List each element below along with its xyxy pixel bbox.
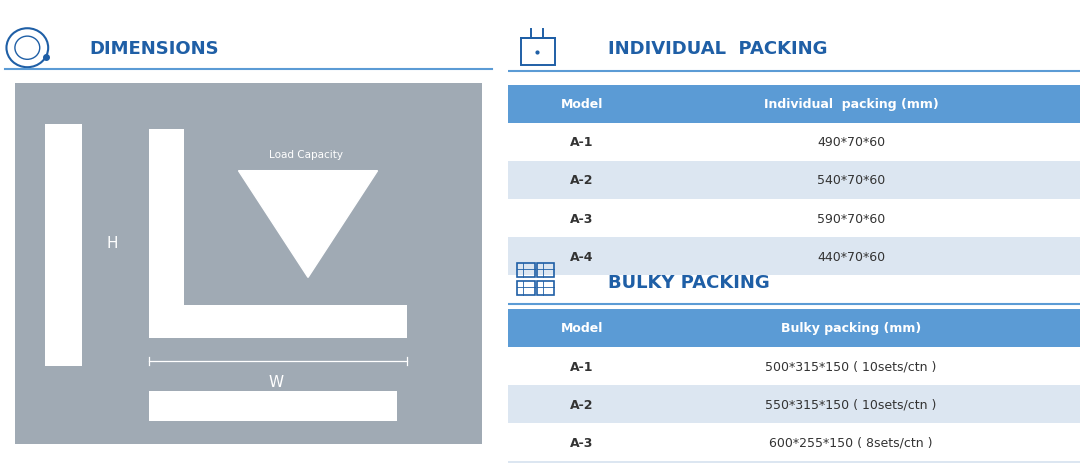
Text: A-2: A-2 <box>570 398 594 411</box>
Text: 540*70*60: 540*70*60 <box>816 174 886 187</box>
Text: Load Capacity: Load Capacity <box>269 150 342 160</box>
Text: Individual  packing (mm): Individual packing (mm) <box>764 98 939 111</box>
Text: Bulky packing (mm): Bulky packing (mm) <box>781 322 921 335</box>
FancyBboxPatch shape <box>508 200 1080 238</box>
FancyBboxPatch shape <box>508 347 1080 385</box>
Text: A-1: A-1 <box>570 360 594 373</box>
Text: INDIVIDUAL  PACKING: INDIVIDUAL PACKING <box>608 40 827 57</box>
Text: A-3: A-3 <box>570 436 594 449</box>
FancyBboxPatch shape <box>44 125 82 366</box>
Text: A-2: A-2 <box>570 174 594 187</box>
Text: 490*70*60: 490*70*60 <box>816 136 886 149</box>
FancyBboxPatch shape <box>149 391 397 421</box>
FancyBboxPatch shape <box>508 124 1080 162</box>
FancyBboxPatch shape <box>508 238 1080 275</box>
Text: 500*315*150 ( 10sets/ctn ): 500*315*150 ( 10sets/ctn ) <box>766 360 936 373</box>
FancyBboxPatch shape <box>149 130 184 338</box>
Text: A-4: A-4 <box>570 250 594 263</box>
Text: Model: Model <box>561 98 604 111</box>
FancyBboxPatch shape <box>508 86 1080 124</box>
Text: 590*70*60: 590*70*60 <box>816 212 886 225</box>
Text: W: W <box>268 375 283 389</box>
Text: A-1: A-1 <box>570 136 594 149</box>
FancyBboxPatch shape <box>15 83 482 444</box>
Text: DIMENSIONS: DIMENSIONS <box>90 40 219 57</box>
Text: H: H <box>106 236 118 250</box>
Polygon shape <box>239 171 378 278</box>
FancyBboxPatch shape <box>508 162 1080 200</box>
FancyBboxPatch shape <box>149 306 407 338</box>
Text: 550*315*150 ( 10sets/ctn ): 550*315*150 ( 10sets/ctn ) <box>766 398 936 411</box>
FancyBboxPatch shape <box>508 309 1080 347</box>
FancyBboxPatch shape <box>508 423 1080 461</box>
Text: Model: Model <box>561 322 604 335</box>
Text: BULKY PACKING: BULKY PACKING <box>608 274 770 291</box>
FancyBboxPatch shape <box>508 461 1080 463</box>
Text: 600*255*150 ( 8sets/ctn ): 600*255*150 ( 8sets/ctn ) <box>769 436 933 449</box>
Text: 440*70*60: 440*70*60 <box>816 250 886 263</box>
Text: A-3: A-3 <box>570 212 594 225</box>
FancyBboxPatch shape <box>508 385 1080 423</box>
